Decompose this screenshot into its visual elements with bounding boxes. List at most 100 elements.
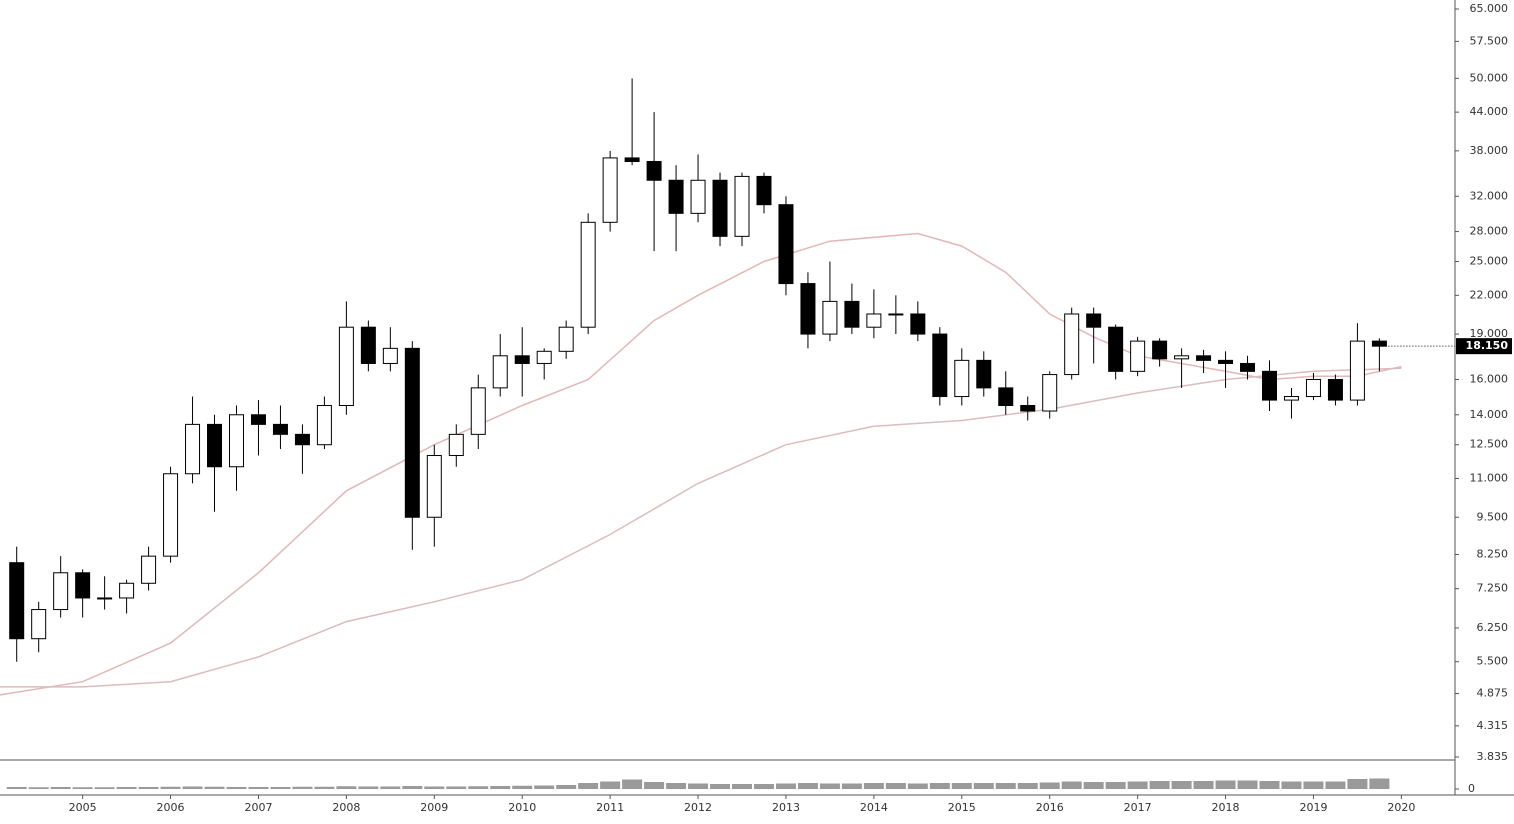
y-tick-label: 8.250 (1477, 548, 1509, 561)
candle-body (53, 572, 69, 611)
volume-bar (797, 783, 818, 789)
volume-bar (819, 783, 840, 789)
candle-body (1174, 355, 1190, 360)
volume-bar (314, 786, 335, 789)
y-tick-label: 65.000 (1470, 2, 1509, 15)
candle-body (294, 433, 310, 446)
y-tick-label: 50.000 (1470, 71, 1509, 84)
candle-body (932, 333, 948, 398)
x-tick-label: 2017 (1124, 801, 1152, 814)
volume-bar (753, 784, 774, 789)
candle-body (382, 347, 398, 364)
volume-bar (446, 786, 467, 789)
volume-bar (600, 781, 621, 789)
candle-body (1152, 340, 1168, 360)
candle-body (1371, 340, 1387, 347)
candle-body (888, 313, 904, 316)
volume-bar (270, 787, 291, 789)
volume-bar (380, 786, 401, 789)
y-tick-label: 14.000 (1470, 408, 1509, 421)
x-tick-label: 2006 (157, 801, 185, 814)
volume-bar (556, 785, 577, 789)
volume-bar (358, 786, 379, 789)
last-price-box (1456, 338, 1512, 355)
candle-body (1218, 359, 1234, 364)
volume-bar (973, 783, 994, 789)
x-tick-label: 2011 (596, 801, 624, 814)
candle-body (954, 359, 970, 398)
x-tick-label: 2019 (1299, 801, 1327, 814)
candle-body (822, 300, 838, 335)
y-tick-label: 5.500 (1477, 655, 1509, 668)
candle-body (1196, 355, 1212, 361)
volume-bar (1149, 781, 1170, 789)
volume-bar (1105, 782, 1126, 789)
y-tick-label: 11.000 (1470, 472, 1509, 485)
y-tick-label: 6.250 (1477, 621, 1509, 634)
candle-body (97, 597, 113, 600)
candle-body (1349, 340, 1365, 401)
candle-body (185, 423, 201, 475)
volume-bar (6, 787, 27, 789)
x-tick-label: 2009 (420, 801, 448, 814)
y-tick-label: 57.500 (1470, 34, 1509, 47)
y-tick-label: 32.000 (1470, 189, 1509, 202)
volume-bar (94, 787, 115, 789)
candle-body (690, 179, 706, 214)
candle-body (536, 350, 552, 364)
volume-bar (1083, 782, 1104, 789)
candle-body (250, 414, 266, 425)
y-tick-label: 3.835 (1477, 750, 1509, 763)
volume-bar (1369, 778, 1390, 789)
volume-bar (50, 787, 71, 789)
volume-bar (578, 783, 599, 789)
candle-body (338, 326, 354, 406)
volume-bar (929, 783, 950, 789)
candle-body (119, 582, 135, 599)
candle-body (976, 359, 992, 389)
volume-bar (490, 786, 511, 789)
candle-body (1064, 313, 1080, 376)
volume-bar (468, 786, 489, 789)
y-tick-label: 12.500 (1470, 438, 1509, 451)
volume-bar (1325, 781, 1346, 789)
volume-bar (1237, 780, 1258, 789)
volume-tick-label: 0 (1468, 782, 1475, 795)
y-tick-label: 25.000 (1470, 255, 1509, 268)
candle-body (426, 455, 442, 518)
candle-body (866, 313, 882, 328)
volume-bar (336, 786, 357, 789)
candle-body (756, 175, 772, 206)
candle-body (1020, 404, 1036, 412)
y-tick-label: 9.500 (1477, 510, 1509, 523)
y-tick-label: 28.000 (1470, 225, 1509, 238)
candle-body (141, 555, 157, 584)
x-tick-label: 2015 (948, 801, 976, 814)
x-tick-label: 2018 (1212, 801, 1240, 814)
x-tick-label: 2014 (860, 801, 888, 814)
candle-body (558, 326, 574, 352)
y-tick-label: 19.000 (1470, 327, 1509, 340)
volume-bar (775, 783, 796, 789)
x-tick-label: 2005 (69, 801, 97, 814)
candle-body (492, 355, 508, 389)
volume-bar (534, 785, 555, 789)
candle-body (998, 387, 1014, 406)
volume-bar (644, 782, 665, 789)
volume-bar (72, 787, 93, 789)
last-price-label: 18.150 (1466, 339, 1509, 352)
candle-body (1283, 396, 1299, 401)
candle-body (910, 313, 926, 335)
candle-body (778, 204, 794, 285)
candle-body (316, 404, 332, 446)
y-tick-label: 4.315 (1477, 719, 1509, 732)
volume-bar (1259, 781, 1280, 789)
volume-bar (1039, 782, 1060, 789)
y-tick-label: 4.875 (1477, 687, 1509, 700)
volume-bar (995, 783, 1016, 789)
x-tick-label: 2013 (772, 801, 800, 814)
y-tick-label: 16.000 (1470, 372, 1509, 385)
volume-bar (226, 787, 247, 789)
x-tick-label: 2008 (332, 801, 360, 814)
volume-bar (1281, 781, 1302, 789)
